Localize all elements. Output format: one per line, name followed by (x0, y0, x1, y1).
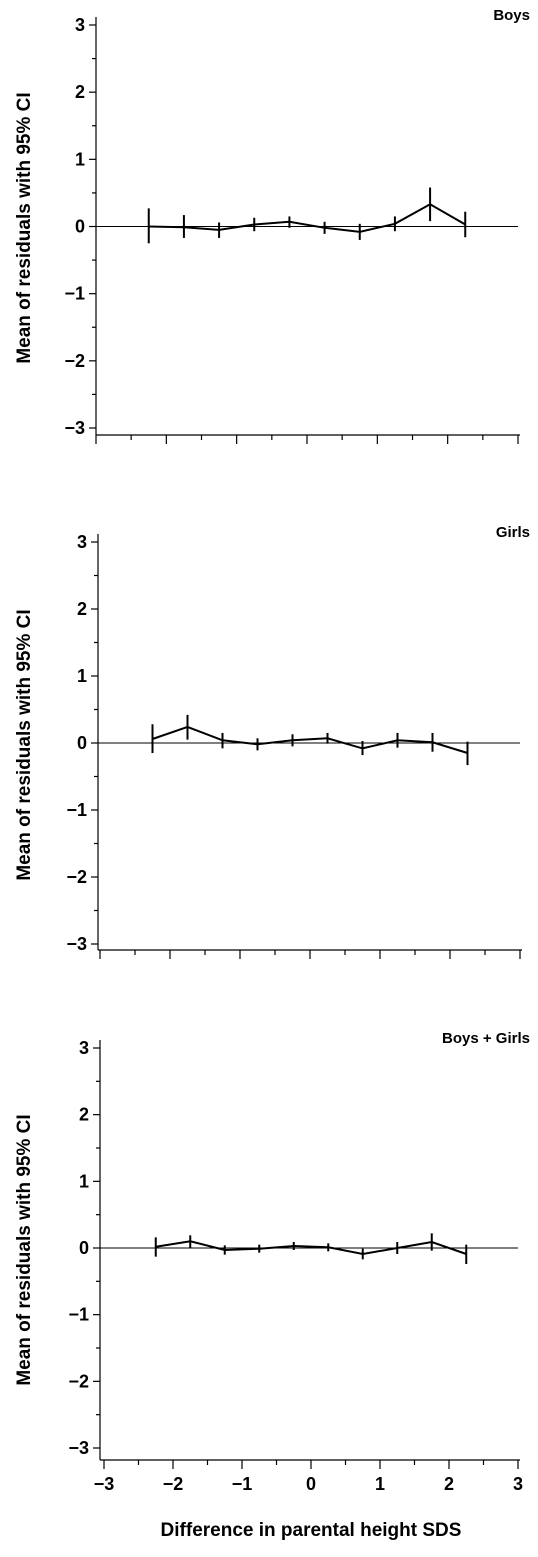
mean-residual-line (155, 1240, 467, 1256)
x-tick-label: 3 (513, 1474, 523, 1494)
chart-panel-1: 3 2 1 0 −1 −2 −3 Boys Mean of residuals with 95%… (14, 7, 530, 444)
y-tick-label: 2 (79, 1105, 89, 1125)
y-tick-label: 1 (77, 666, 87, 686)
y-tick-label: 0 (77, 733, 87, 753)
y-tick-label: 3 (75, 15, 85, 35)
y-tick-label: 0 (79, 1238, 89, 1258)
x-tick-label: −2 (163, 1474, 184, 1494)
y-tick-label: −1 (64, 284, 85, 304)
x-axis-title: Difference in parental height SDS (161, 1520, 462, 1541)
y-tick-label: −1 (66, 800, 87, 820)
chart-panel-3: 3 2 1 0 −1 −2 −3−3 −2 −1 0 1 2 3 Boys + Girls Mean of … (14, 1030, 530, 1541)
x-tick-label: 1 (375, 1474, 385, 1494)
y-tick-label: −1 (68, 1305, 89, 1325)
y-tick-label: 1 (75, 149, 85, 169)
y-tick-label: −2 (66, 867, 87, 887)
y-tick-label: −3 (66, 934, 87, 954)
mean-residual-line (148, 203, 466, 233)
y-tick-label: 2 (75, 82, 85, 102)
y-axis-title: Mean of residuals with 95% CI (14, 92, 35, 363)
y-tick-label: 1 (79, 1171, 89, 1191)
panel-title: Girls (496, 524, 530, 541)
y-tick-label: 3 (77, 532, 87, 552)
panel-title: Boys (493, 7, 530, 24)
mean-residual-line (152, 725, 468, 754)
x-tick-label: −3 (94, 1474, 115, 1494)
x-tick-label: 0 (306, 1474, 316, 1494)
y-tick-label: −3 (68, 1438, 89, 1458)
y-tick-label: −2 (68, 1371, 89, 1391)
y-tick-label: 0 (75, 217, 85, 237)
y-axis-title: Mean of residuals with 95% CI (14, 1114, 35, 1385)
y-tick-label: 3 (79, 1038, 89, 1058)
x-tick-label: 2 (444, 1474, 454, 1494)
x-tick-label: −1 (232, 1474, 253, 1494)
chart-panel-2: 3 2 1 0 −1 −2 −3 Girls Mean of residuals with 95… (14, 524, 530, 959)
y-axis-title: Mean of residuals with 95% CI (14, 609, 35, 880)
y-tick-label: −2 (64, 351, 85, 371)
panel-title: Boys + Girls (442, 1030, 530, 1047)
y-tick-label: 2 (77, 599, 87, 619)
y-tick-label: −3 (64, 418, 85, 438)
